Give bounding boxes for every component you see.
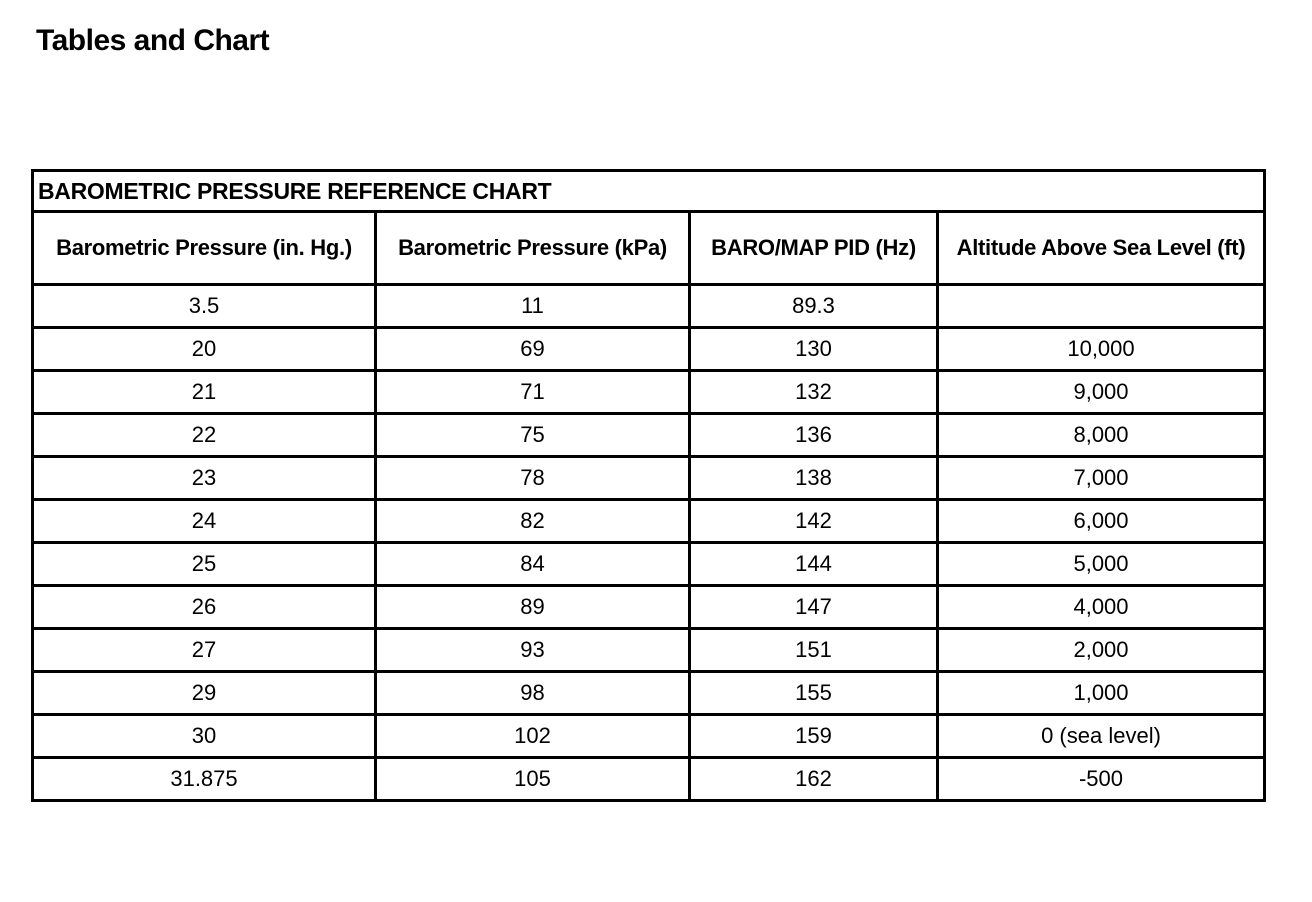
kpa-cell: 78 [374, 455, 691, 501]
kpa-cell: 75 [374, 412, 691, 458]
pid-hz-cell: 132 [688, 369, 939, 415]
column-header-inhg: Barometric Pressure (in. Hg.) [31, 210, 377, 286]
table-row: 20 69 130 10,000 [31, 326, 1266, 372]
pid-hz-cell: 155 [688, 670, 939, 716]
altitude-cell: 5,000 [936, 541, 1266, 587]
column-header-pid-hz: BARO/MAP PID (Hz) [688, 210, 939, 286]
altitude-cell: 0 (sea level) [936, 713, 1266, 759]
inhg-cell: 20 [31, 326, 377, 372]
pid-hz-cell: 162 [688, 756, 939, 802]
inhg-cell: 25 [31, 541, 377, 587]
altitude-cell [936, 283, 1266, 329]
table-row: 23 78 138 7,000 [31, 455, 1266, 501]
table-row: 29 98 155 1,000 [31, 670, 1266, 716]
pid-hz-cell: 142 [688, 498, 939, 544]
inhg-cell: 21 [31, 369, 377, 415]
inhg-cell: 24 [31, 498, 377, 544]
table-row: 21 71 132 9,000 [31, 369, 1266, 415]
altitude-cell: 7,000 [936, 455, 1266, 501]
inhg-cell: 27 [31, 627, 377, 673]
pid-hz-cell: 144 [688, 541, 939, 587]
inhg-cell: 29 [31, 670, 377, 716]
kpa-cell: 102 [374, 713, 691, 759]
altitude-cell: 9,000 [936, 369, 1266, 415]
kpa-cell: 93 [374, 627, 691, 673]
pid-hz-cell: 130 [688, 326, 939, 372]
barometric-pressure-table: BAROMETRIC PRESSURE REFERENCE CHART Baro… [31, 169, 1266, 802]
column-header-kpa: Barometric Pressure (kPa) [374, 210, 691, 286]
table-row: 24 82 142 6,000 [31, 498, 1266, 544]
kpa-cell: 71 [374, 369, 691, 415]
kpa-cell: 98 [374, 670, 691, 716]
inhg-cell: 26 [31, 584, 377, 630]
column-header-altitude: Altitude Above Sea Level (ft) [936, 210, 1266, 286]
pid-hz-cell: 151 [688, 627, 939, 673]
kpa-cell: 105 [374, 756, 691, 802]
kpa-cell: 84 [374, 541, 691, 587]
inhg-cell: 22 [31, 412, 377, 458]
altitude-cell: 10,000 [936, 326, 1266, 372]
inhg-cell: 30 [31, 713, 377, 759]
table-row: 25 84 144 5,000 [31, 541, 1266, 587]
altitude-cell: 8,000 [936, 412, 1266, 458]
table-row: 3.5 11 89.3 [31, 283, 1266, 329]
pid-hz-cell: 89.3 [688, 283, 939, 329]
table-header-row: Barometric Pressure (in. Hg.) Barometric… [31, 210, 1266, 286]
inhg-cell: 3.5 [31, 283, 377, 329]
altitude-cell: 4,000 [936, 584, 1266, 630]
kpa-cell: 11 [374, 283, 691, 329]
table-row: 27 93 151 2,000 [31, 627, 1266, 673]
table-row: 30 102 159 0 (sea level) [31, 713, 1266, 759]
inhg-cell: 23 [31, 455, 377, 501]
inhg-cell: 31.875 [31, 756, 377, 802]
kpa-cell: 89 [374, 584, 691, 630]
pid-hz-cell: 138 [688, 455, 939, 501]
table-caption-row: BAROMETRIC PRESSURE REFERENCE CHART [31, 169, 1266, 213]
altitude-cell: 6,000 [936, 498, 1266, 544]
kpa-cell: 69 [374, 326, 691, 372]
table-row: 26 89 147 4,000 [31, 584, 1266, 630]
pid-hz-cell: 147 [688, 584, 939, 630]
pid-hz-cell: 159 [688, 713, 939, 759]
table-caption: BAROMETRIC PRESSURE REFERENCE CHART [31, 169, 1266, 213]
kpa-cell: 82 [374, 498, 691, 544]
page-title: Tables and Chart [36, 24, 270, 57]
table-row: 22 75 136 8,000 [31, 412, 1266, 458]
altitude-cell: -500 [936, 756, 1266, 802]
pid-hz-cell: 136 [688, 412, 939, 458]
altitude-cell: 1,000 [936, 670, 1266, 716]
altitude-cell: 2,000 [936, 627, 1266, 673]
table-row: 31.875 105 162 -500 [31, 756, 1266, 802]
